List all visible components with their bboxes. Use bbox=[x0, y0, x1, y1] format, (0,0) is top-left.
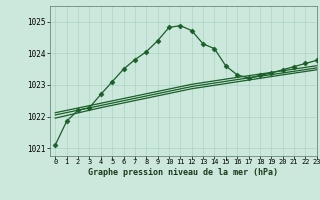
X-axis label: Graphe pression niveau de la mer (hPa): Graphe pression niveau de la mer (hPa) bbox=[88, 168, 278, 177]
